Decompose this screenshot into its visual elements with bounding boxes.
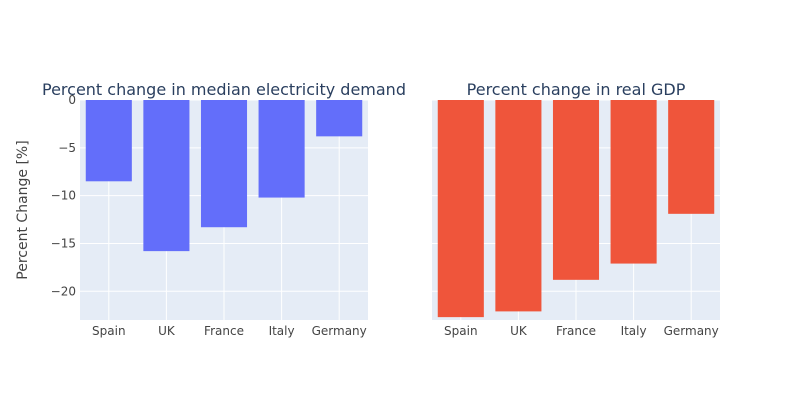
electricity-demand-subplot: Spain UK France Italy Germany 0 −5 −10 −15 −20 Per… bbox=[42, 80, 406, 338]
x-tick-label: Germany bbox=[312, 324, 367, 338]
bar-uk[interactable] bbox=[495, 100, 542, 312]
subplot-title: Percent change in real GDP bbox=[467, 80, 686, 99]
real-gdp-subplot: Spain UK France Italy Germany Percent change … bbox=[432, 80, 720, 338]
x-tick-label: Italy bbox=[621, 324, 647, 338]
y-axis-title: Percent Change [%] bbox=[15, 140, 31, 279]
x-tick-label: Italy bbox=[269, 324, 295, 338]
bar-uk[interactable] bbox=[143, 100, 190, 252]
subplot-title: Percent change in median electricity dem… bbox=[42, 80, 406, 99]
x-tick-label: Germany bbox=[664, 324, 719, 338]
y-tick-label: −10 bbox=[51, 189, 76, 203]
bar-france[interactable] bbox=[200, 100, 248, 228]
bar-italy[interactable] bbox=[258, 100, 305, 198]
x-tick-label: France bbox=[204, 324, 244, 338]
bar-germany[interactable] bbox=[316, 100, 363, 137]
y-tick-label: 0 bbox=[68, 93, 76, 107]
x-tick-label: France bbox=[556, 324, 596, 338]
bar-italy[interactable] bbox=[610, 100, 657, 264]
bar-germany[interactable] bbox=[668, 100, 715, 214]
y-tick-label: −15 bbox=[51, 236, 76, 250]
x-tick-label: Spain bbox=[92, 324, 126, 338]
x-tick-label: Spain bbox=[444, 324, 478, 338]
x-tick-label: UK bbox=[158, 324, 176, 338]
bar-france[interactable] bbox=[552, 100, 600, 280]
y-tick-label: −5 bbox=[58, 141, 76, 155]
bar-spain[interactable] bbox=[85, 100, 132, 182]
y-tick-label: −20 bbox=[51, 284, 76, 298]
bar-spain[interactable] bbox=[437, 100, 484, 318]
x-tick-label: UK bbox=[510, 324, 528, 338]
